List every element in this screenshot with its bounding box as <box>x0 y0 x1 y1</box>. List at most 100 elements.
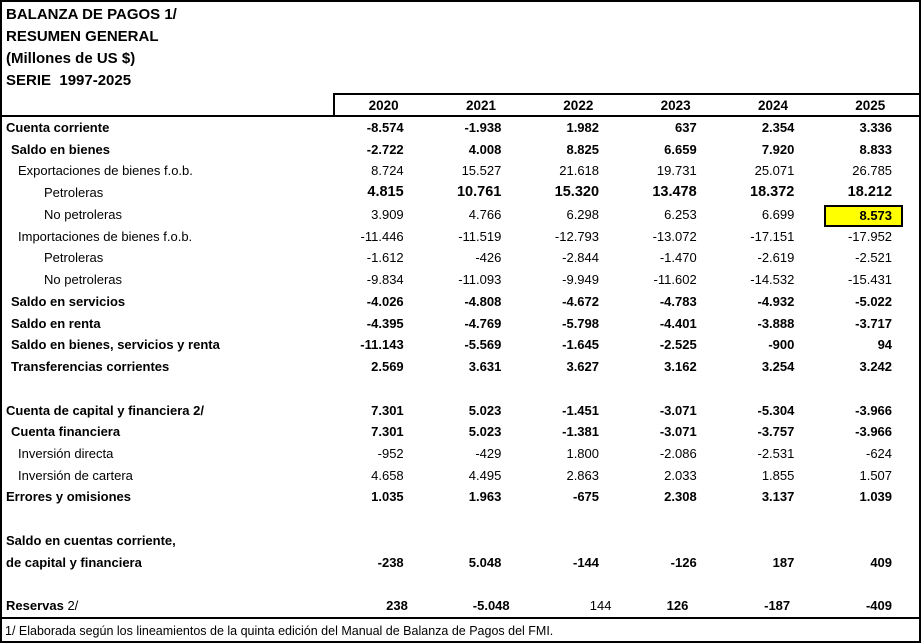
row-label-suffix: 2/ <box>63 598 79 614</box>
value-cell: -952 <box>377 446 404 462</box>
row-label-text: Exportaciones de bienes f.o.b. <box>18 163 193 179</box>
value-cell: -11.446 <box>360 228 404 244</box>
value-cell: -4.401 <box>659 315 697 331</box>
value-cell: -3.888 <box>757 315 795 331</box>
value-cell: -15.431 <box>847 272 893 288</box>
table-row: Cuenta de capital y financiera 2/7.301 5.… <box>2 400 919 422</box>
row-label-text: Cuenta de capital y financiera 2/ <box>6 402 204 418</box>
row-label-text: Petroleras <box>44 250 104 266</box>
row-label-text: No petroleras <box>44 206 123 222</box>
value-cell <box>724 530 822 552</box>
value-cell: 7.920 <box>761 141 795 157</box>
row-label: Saldo en cuentas corriente, <box>2 530 333 552</box>
value-cell: 6.298 <box>566 206 600 222</box>
row-label: Importaciones de bienes f.o.b. <box>2 226 333 248</box>
row-label-text: Saldo en bienes, servicios y renta <box>11 337 220 353</box>
row-label-text: Saldo en bienes <box>11 141 110 157</box>
value-cell: 5.023 <box>468 424 502 440</box>
spacer-row <box>2 573 919 595</box>
value-cell: 4.495 <box>468 467 502 483</box>
value-cell: 15.320 <box>554 184 600 201</box>
row-label: Petroleras <box>2 247 333 269</box>
series-label: SERIE 1997-2025 <box>6 72 132 89</box>
value-cell: 7.301 <box>371 424 404 440</box>
value-cell: 5.023 <box>468 402 502 418</box>
table-row: Transferencias corrientes 2.569 3.631 3.627… <box>2 356 919 378</box>
value-cell: 2.033 <box>664 467 697 483</box>
value-cell: 94 <box>877 337 893 353</box>
title-block: BALANZA DE PAGOS 1/ RESUMEN GENERAL (Mil… <box>6 4 177 92</box>
value-cell <box>528 530 626 552</box>
row-label: Transferencias corrientes <box>2 356 333 378</box>
value-cell: 13.478 <box>652 184 697 201</box>
value-cell: 3.631 <box>468 359 502 375</box>
row-label-text: No petroleras <box>44 272 123 288</box>
row-label: Inversión directa <box>2 443 333 465</box>
value-cell: -409 <box>865 598 892 614</box>
table-row: Saldo en servicios -4.026 -4.808 -4.672 -4.7… <box>2 291 919 313</box>
value-cell: -1.381 <box>562 424 600 440</box>
value-cell: -13.072 <box>652 228 697 244</box>
row-label: Cuenta financiera <box>2 421 333 443</box>
value-cell: 3.162 <box>664 359 697 375</box>
value-cell: -9.949 <box>562 272 600 288</box>
value-cell: 187 <box>772 554 795 570</box>
value-cell: 8.724 <box>371 163 404 179</box>
value-cell: -2.521 <box>855 250 893 266</box>
value-cell: -5.798 <box>562 315 600 331</box>
value-cell: 3.909 <box>371 206 404 222</box>
row-label: Cuenta de capital y financiera 2/ <box>2 400 333 422</box>
value-cell: 4.815 <box>367 184 404 201</box>
table-row: Cuenta corriente -8.574 -1.938 1.982 637 2.35… <box>2 117 919 139</box>
value-cell: -1.470 <box>659 250 697 266</box>
value-cell: -4.026 <box>366 293 404 309</box>
row-label-text: Errores y omisiones <box>6 489 131 505</box>
value-cell: 1.800 <box>566 446 600 462</box>
value-cell: -5.569 <box>464 337 502 353</box>
row-label-text: Transferencias corrientes <box>11 359 170 375</box>
value-cell: -17.151 <box>750 228 795 244</box>
year-column-header: 2020 <box>368 98 399 113</box>
value-cell: -1.451 <box>562 402 600 418</box>
header-divider-line <box>2 115 919 117</box>
value-cell: -429 <box>475 446 502 462</box>
value-cell: -4.783 <box>659 293 697 309</box>
table-row: de capital y financiera -238 5.048 -144 -126… <box>2 552 919 574</box>
page-title: BALANZA DE PAGOS 1/ <box>6 6 177 23</box>
spacer-row <box>2 508 919 530</box>
row-label: Saldo en bienes <box>2 139 333 161</box>
row-label: Saldo en bienes, servicios y renta <box>2 334 333 356</box>
value-cell: -2.525 <box>659 337 697 353</box>
year-column-header: 2023 <box>660 98 691 113</box>
value-cell: -8.574 <box>366 120 404 135</box>
row-label-text: Importaciones de bienes f.o.b. <box>18 228 193 244</box>
value-cell: -11.093 <box>458 272 502 288</box>
value-cell: 2.569 <box>371 359 404 375</box>
row-label: Cuenta corriente <box>2 117 333 139</box>
value-cell: -2.086 <box>659 446 697 462</box>
value-cell: 4.008 <box>468 141 502 157</box>
row-label-text: de capital y financiera <box>6 554 142 570</box>
value-cell: -3.071 <box>659 402 697 418</box>
value-cell: 2.354 <box>761 120 795 135</box>
value-cell: -2.722 <box>366 141 404 157</box>
table-row: Petroleras -1.612 -426 -2.844 -1.470 -2.619 -2… <box>2 247 919 269</box>
value-cell: -3.966 <box>855 402 893 418</box>
value-cell: -11.519 <box>458 228 502 244</box>
value-cell: 6.253 <box>664 206 697 222</box>
page-subtitle: RESUMEN GENERAL <box>6 28 159 45</box>
value-cell: -17.952 <box>847 228 893 244</box>
value-cell: 18.212 <box>847 184 893 201</box>
value-cell: 2.308 <box>664 489 697 505</box>
spacer-row <box>2 378 919 400</box>
value-cell: -4.808 <box>464 293 502 309</box>
table-row: Inversión directa -952 -429 1.800 -2.086 -2.5… <box>2 443 919 465</box>
table-row: No petroleras 3.909 4.766 6.298 6.253 6.699 8.… <box>2 204 919 227</box>
value-cell: -2.531 <box>757 446 795 462</box>
value-cell: 1.963 <box>468 489 502 505</box>
value-cell: 18.372 <box>750 184 795 201</box>
value-cell: -1.645 <box>562 337 600 353</box>
year-column-header: 2022 <box>563 98 594 113</box>
value-cell: 6.699 <box>761 206 795 222</box>
value-cell: -11.143 <box>360 337 404 353</box>
